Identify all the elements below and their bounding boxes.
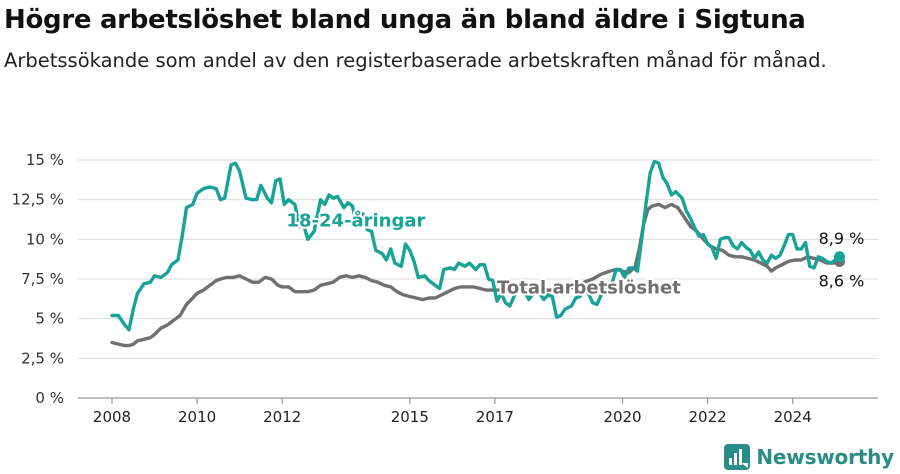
y-tick-label: 7,5 % [21,270,64,288]
y-tick-label: 2,5 % [21,349,64,367]
series-group [110,159,845,348]
x-tick-label: 2024 [774,408,812,426]
end-point-youth [833,251,845,263]
series-line-youth [110,159,842,332]
series-label-total: Total arbetslöshet [497,277,681,298]
x-tick-label: 2022 [689,408,727,426]
x-tick-label: 2008 [93,408,131,426]
brand-name: Newsworthy [756,445,894,469]
newsworthy-logo-icon [724,444,751,470]
series-label-youth: 18-24-åringar [286,210,425,232]
brand: Newsworthy [724,444,894,470]
series-line-total [110,202,842,348]
chart-title: Högre arbetslöshet bland unga än bland ä… [4,5,806,35]
x-axis: 2008 2010 2012 2015 2017 2020 2022 2024 [93,398,812,426]
end-label-total: 8,6 % [819,272,865,291]
x-tick-label: 2010 [178,408,216,426]
x-tick-label: 2015 [391,408,429,426]
y-tick-label: 15 % [26,151,64,169]
y-tick-label: 5 % [35,310,64,328]
y-tick-label: 0 % [35,389,64,407]
x-tick-label: 2017 [476,408,514,426]
grid: 0 % 2,5 % 5 % 7,5 % 10 % 12,5 % 15 % [12,151,878,407]
end-label-youth: 8,9 % [819,229,865,248]
chart-subtitle: Arbetssökande som andel av den registerb… [4,49,827,72]
y-tick-label: 12,5 % [12,191,64,209]
y-tick-label: 10 % [26,230,64,248]
label-group: 18-24-åringar 8,9 % Total arbetslöshet 8,6 … [284,208,865,301]
x-tick-label: 2012 [263,408,301,426]
x-tick-label: 2020 [603,408,641,426]
